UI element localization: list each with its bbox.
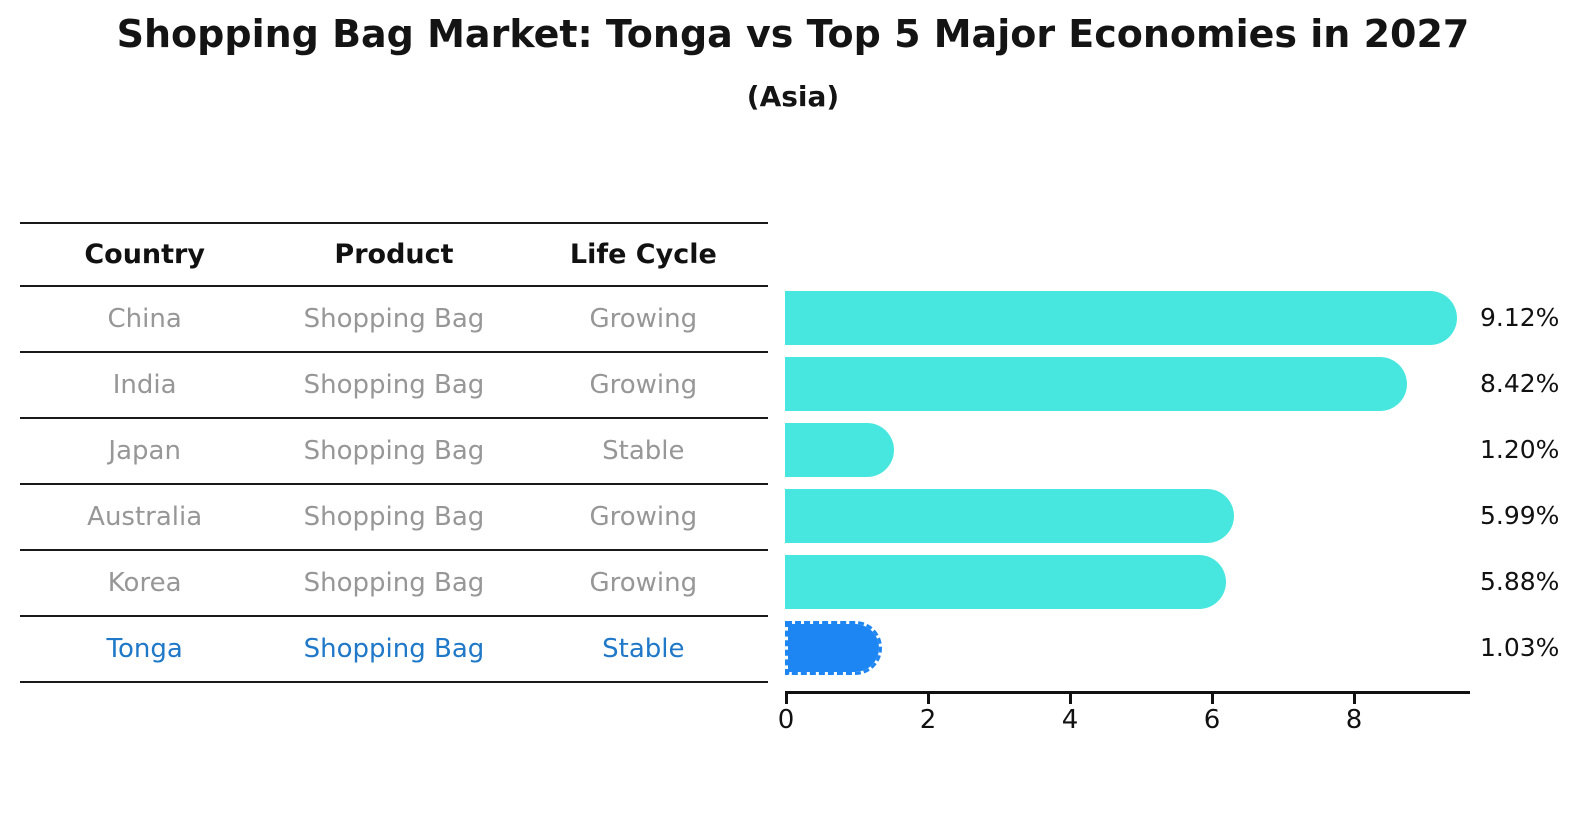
bar-china xyxy=(785,291,1457,345)
cell-life-cycle: Growing xyxy=(589,568,698,598)
table-header-life-cycle: Life Cycle xyxy=(569,239,717,270)
cell-country: Tonga xyxy=(106,634,183,664)
cell-life-cycle: Stable xyxy=(602,634,685,664)
cell-life-cycle: Growing xyxy=(589,304,698,334)
chart-subtitle: (Asia) xyxy=(746,80,840,113)
cell-life-cycle: Stable xyxy=(602,436,685,466)
cell-product: Shopping Bag xyxy=(303,502,485,532)
cell-life-cycle: Growing xyxy=(589,502,698,532)
cell-product: Shopping Bag xyxy=(303,304,485,334)
bar-row-tonga: 1.03% xyxy=(785,615,1559,681)
bar-row-india: 8.42% xyxy=(785,351,1559,417)
bar-india xyxy=(785,357,1407,411)
x-tick-2 xyxy=(927,694,930,704)
cell-country: India xyxy=(112,370,177,400)
chart-title: Shopping Bag Market: Tonga vs Top 5 Majo… xyxy=(116,12,1470,56)
cell-product: Shopping Bag xyxy=(303,436,485,466)
x-tick-4 xyxy=(1069,694,1072,704)
table-row-india: India Shopping Bag Growing xyxy=(20,353,768,419)
bar-value-label-australia: 5.99% xyxy=(1480,501,1560,530)
cell-country: Japan xyxy=(108,436,181,466)
bar-row-japan: 1.20% xyxy=(785,417,1559,483)
bar-plot: 9.12% 8.42% 1.20% 5.99% 5.88% 1.03% 0 2 4 6 8 xyxy=(778,285,1586,765)
table-row-australia: Australia Shopping Bag Growing xyxy=(20,485,768,551)
cell-product: Shopping Bag xyxy=(303,370,485,400)
cell-country: Australia xyxy=(87,502,203,532)
bar-value-label-china: 9.12% xyxy=(1480,303,1560,332)
cell-product: Shopping Bag xyxy=(303,634,485,664)
cell-country: China xyxy=(107,304,182,334)
cell-country: Korea xyxy=(107,568,182,598)
bar-value-label-japan: 1.20% xyxy=(1480,435,1560,464)
x-tick-0 xyxy=(785,694,788,704)
table-row-china: China Shopping Bag Growing xyxy=(20,287,768,353)
bar-value-label-korea: 5.88% xyxy=(1480,567,1560,596)
x-tick-8 xyxy=(1353,694,1356,704)
x-tick-label-6: 6 xyxy=(1203,705,1221,735)
table-row-korea: Korea Shopping Bag Growing xyxy=(20,551,768,617)
x-tick-label-4: 4 xyxy=(1061,705,1079,735)
bar-value-label-tonga: 1.03% xyxy=(1480,633,1560,662)
table-row-japan: Japan Shopping Bag Stable xyxy=(20,419,768,485)
bar-japan xyxy=(785,423,894,477)
bar-row-australia: 5.99% xyxy=(785,483,1559,549)
table-row-tonga: Tonga Shopping Bag Stable xyxy=(20,617,768,683)
bar-row-korea: 5.88% xyxy=(785,549,1559,615)
country-table: Country Product Life Cycle China Shopping… xyxy=(20,222,768,683)
x-tick-label-8: 8 xyxy=(1345,705,1363,735)
bar-australia xyxy=(785,489,1234,543)
table-header-product: Product xyxy=(334,239,454,270)
x-tick-label-0: 0 xyxy=(777,705,795,735)
bar-row-china: 9.12% xyxy=(785,285,1559,351)
bar-korea xyxy=(785,555,1226,609)
bar-value-label-india: 8.42% xyxy=(1480,369,1560,398)
x-axis-line xyxy=(785,691,1470,694)
x-tick-6 xyxy=(1211,694,1214,704)
bar-tonga xyxy=(785,621,882,675)
table-header-country: Country xyxy=(84,239,205,270)
x-tick-label-2: 2 xyxy=(919,705,937,735)
table-header-row: Country Product Life Cycle xyxy=(20,224,768,287)
cell-product: Shopping Bag xyxy=(303,568,485,598)
cell-life-cycle: Growing xyxy=(589,370,698,400)
